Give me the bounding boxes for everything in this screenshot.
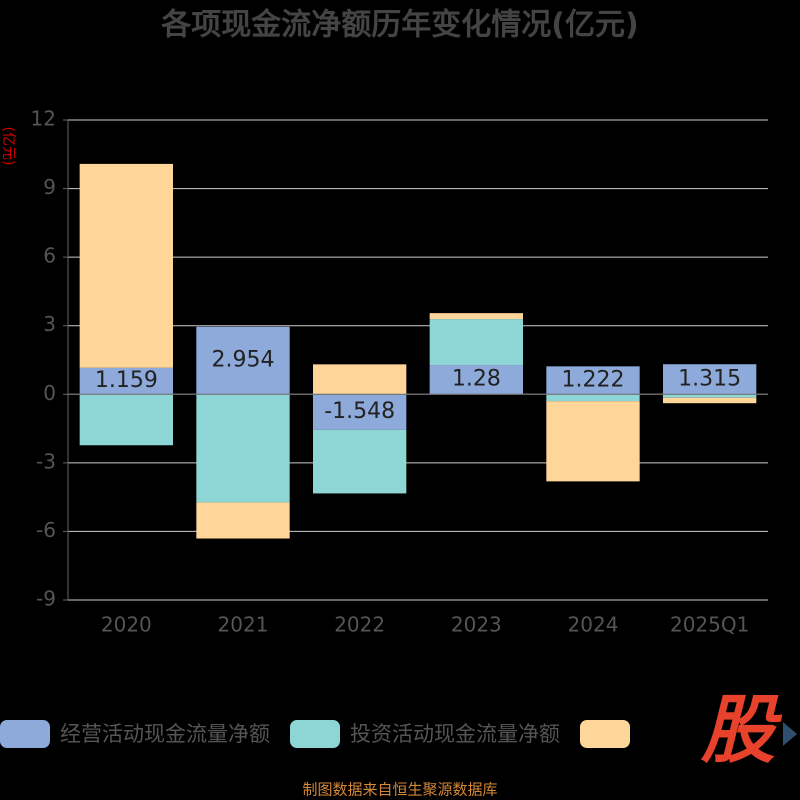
y-tick-label: 3	[43, 312, 56, 336]
bar	[546, 394, 640, 402]
y-tick-label: 0	[43, 381, 56, 405]
bar	[546, 366, 640, 395]
bar	[313, 394, 407, 430]
bar	[429, 365, 523, 395]
x-tick-label: 2020	[101, 613, 152, 637]
y-tick-label: 9	[43, 175, 56, 199]
x-tick-label: 2023	[451, 613, 502, 637]
legend-label[interactable]: 投资活动现金流量净额	[350, 722, 560, 746]
bar	[313, 364, 407, 395]
bar	[663, 394, 757, 398]
data-label: 1.159	[95, 368, 158, 393]
data-label: 2.954	[212, 348, 275, 373]
legend-swatch	[290, 720, 340, 748]
bar	[79, 394, 173, 446]
y-tick-label: -6	[36, 518, 56, 542]
chart-title: 各项现金流净额历年变化情况(亿元)	[160, 8, 638, 43]
y-tick-label: 12	[31, 107, 56, 131]
data-label: 1.222	[562, 367, 625, 392]
x-tick-label: 2022	[334, 613, 385, 637]
bar	[79, 163, 173, 368]
x-tick-label: 2025Q1	[670, 613, 749, 637]
data-label: -1.548	[324, 399, 395, 424]
bar	[663, 364, 757, 395]
bar	[196, 326, 290, 395]
x-tick-label: 2024	[568, 613, 619, 637]
data-label: 1.28	[452, 367, 501, 392]
legend-label[interactable]: 经营活动现金流量净额	[60, 722, 270, 746]
bar	[546, 401, 640, 482]
bar	[429, 319, 523, 366]
x-tick-label: 2021	[218, 613, 269, 637]
logo: 股	[700, 688, 783, 774]
legend-swatch	[0, 720, 50, 748]
bar	[196, 502, 290, 539]
source-note: 制图数据来自恒生聚源数据库	[302, 781, 497, 799]
data-label: 1.315	[678, 366, 741, 391]
y-tick-label: 6	[43, 244, 56, 268]
bar	[429, 313, 523, 320]
y-tick-label: -9	[36, 587, 56, 611]
y-tick-label: -3	[36, 449, 56, 473]
bar	[313, 429, 407, 494]
legend-next[interactable]	[783, 722, 797, 746]
bar	[663, 397, 757, 404]
legend-swatch	[580, 720, 630, 748]
bar	[79, 367, 173, 395]
y-axis-label: (亿元)	[0, 127, 16, 166]
bar	[196, 394, 290, 503]
